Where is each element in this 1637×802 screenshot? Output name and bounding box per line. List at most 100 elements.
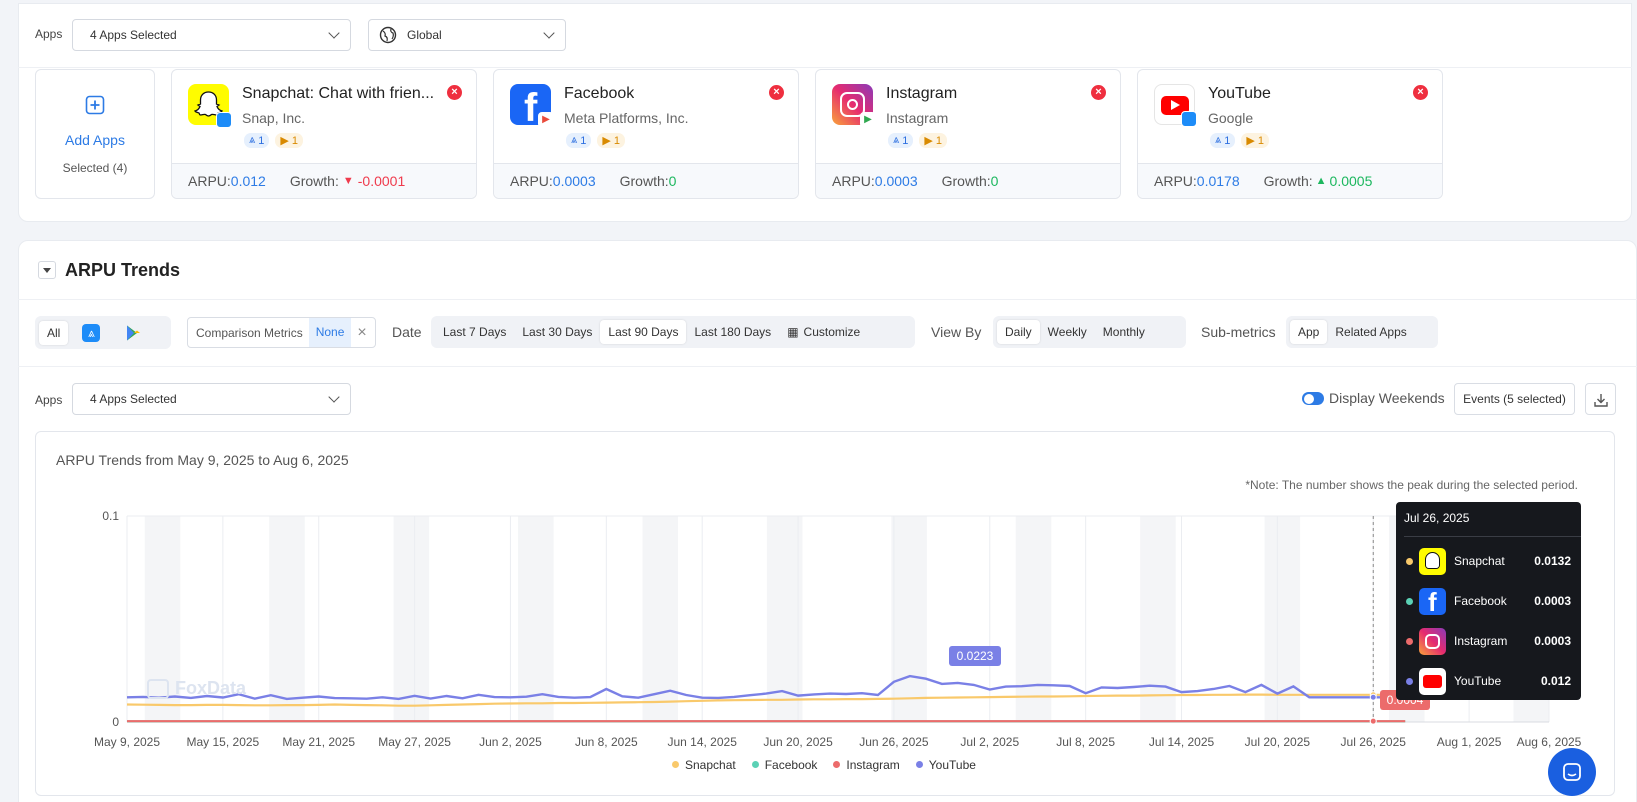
app-card-snapchat[interactable]: Snapchat: Chat with frien... × Snap, Inc… <box>171 69 477 199</box>
google-play-icon: ▶ <box>924 135 933 147</box>
x-tick-label: Jun 26, 2025 <box>859 735 929 749</box>
region-select[interactable]: Global <box>368 19 566 51</box>
x-tick-label: May 27, 2025 <box>378 735 451 749</box>
x-tick-label: Aug 6, 2025 <box>1517 735 1582 749</box>
app-card-youtube[interactable]: YouTube × Google ⩓ 1 ▶ 1 ARPU: 0.0178 Grow… <box>1137 69 1443 199</box>
legend-item-instagram[interactable]: Instagram <box>833 758 900 772</box>
google-play-count-badge: ▶ 1 <box>1241 133 1269 148</box>
weekend-band <box>766 516 803 722</box>
apps-filter-label: Apps <box>35 27 63 41</box>
app-metrics: ARPU: 0.0003 Growth: 0 <box>494 163 798 198</box>
add-apps-label: Add Apps <box>65 132 125 148</box>
collapse-toggle[interactable] <box>38 261 56 279</box>
tooltip-date: Jul 26, 2025 <box>1404 511 1470 525</box>
x-tick-label: Jun 2, 2025 <box>479 735 542 749</box>
app-publisher: Snap, Inc. <box>242 110 306 126</box>
view-by-option[interactable]: Monthly <box>1102 325 1145 339</box>
remove-app-icon[interactable]: × <box>1413 85 1428 100</box>
download-icon <box>1594 394 1608 407</box>
add-apps-button[interactable]: Add Apps Selected (4) <box>35 69 155 199</box>
sub-metrics-option[interactable]: Related Apps <box>1335 325 1407 339</box>
customize-date-button[interactable]: ▦ Customize <box>779 320 868 344</box>
comparison-metrics-filter[interactable]: Comparison Metrics None × <box>187 317 376 348</box>
peak-value-label: 0.0223 <box>949 646 1001 666</box>
youtube-app-icon <box>1154 84 1197 127</box>
facebook-app-icon: f <box>1419 587 1446 615</box>
app-store-icon: ⩓ <box>1215 134 1222 146</box>
app-metrics: ARPU: 0.0178 Growth: ▲ 0.0005 <box>1138 163 1442 198</box>
google-play-count-badge: ▶ 1 <box>597 133 625 148</box>
growth-value: 0 <box>668 173 677 189</box>
legend-item-snapchat[interactable]: Snapchat <box>672 758 736 772</box>
remove-app-icon[interactable]: × <box>769 85 784 100</box>
app-card-facebook[interactable]: f ▶ Facebook × Meta Platforms, Inc. ⩓ 1 ▶… <box>493 69 799 199</box>
google-play-filter-icon[interactable] <box>124 324 142 342</box>
app-metrics: ARPU: 0.0003 Growth: 0 <box>816 163 1120 198</box>
chat-icon <box>1563 763 1581 781</box>
app-store-filter-button[interactable]: ⩓ <box>82 323 101 342</box>
google-play-icon: ▶ <box>1246 135 1255 147</box>
platform-all-button[interactable]: All <box>39 320 69 345</box>
divider <box>18 299 1637 300</box>
apps-select[interactable]: 4 Apps Selected <box>72 19 351 51</box>
chart-title: ARPU Trends from May 9, 2025 to Aug 6, 2… <box>56 452 349 468</box>
comparison-value[interactable]: None <box>308 318 352 347</box>
arpu-label: ARPU: <box>832 173 875 189</box>
arpu-value: 0.012 <box>230 173 266 189</box>
weekend-band <box>1015 516 1052 722</box>
x-tick-label: Jun 14, 2025 <box>667 735 737 749</box>
calendar-icon: ▦ <box>787 325 799 339</box>
x-tick-label: May 9, 2025 <box>94 735 160 749</box>
comparison-label: Comparison Metrics <box>196 325 303 340</box>
date-option-active[interactable]: Last 90 Days <box>600 320 687 344</box>
chart-tooltip: Jul 26, 2025 Snapchat 0.0132 f Facebook … <box>1396 502 1581 700</box>
chart-apps-select[interactable]: 4 Apps Selected <box>72 383 351 415</box>
date-option[interactable]: Last 7 Days <box>443 325 507 339</box>
arpu-value: 0.0178 <box>1196 173 1240 189</box>
platform-filter: All ⩓ <box>35 316 171 349</box>
app-card-instagram[interactable]: ▶ Instagram × Instagram ⩓ 1 ▶ 1 ARPU: 0.00… <box>815 69 1121 199</box>
google-play-count-badge: ▶ 1 <box>919 133 947 148</box>
app-publisher: Instagram <box>886 110 949 126</box>
legend-item-youtube[interactable]: YouTube <box>915 758 976 772</box>
x-tick-label: May 21, 2025 <box>282 735 355 749</box>
view-by-option[interactable]: Weekly <box>1047 325 1087 339</box>
chart-note: *Note: The number shows the peak during … <box>1245 478 1578 492</box>
weekend-band <box>642 516 679 722</box>
divider <box>18 366 1637 367</box>
growth-label: Growth: <box>289 173 339 189</box>
tooltip-row-youtube: YouTube 0.012 <box>1406 666 1571 696</box>
x-tick-label: Aug 1, 2025 <box>1437 735 1502 749</box>
date-option[interactable]: Last 30 Days <box>522 325 593 339</box>
section-title: ARPU Trends <box>65 260 181 280</box>
remove-app-icon[interactable]: × <box>447 85 462 100</box>
x-tick-label: Jul 20, 2025 <box>1245 735 1311 749</box>
app-publisher: Meta Platforms, Inc. <box>564 110 689 126</box>
events-button[interactable]: Events (5 selected) <box>1454 383 1575 415</box>
selected-count: Selected (4) <box>62 161 128 175</box>
snapchat-app-icon <box>188 84 232 128</box>
x-tick-label: Jul 2, 2025 <box>960 735 1019 749</box>
arpu-label: ARPU: <box>1154 173 1197 189</box>
growth-label: Growth: <box>941 173 991 189</box>
view-by-option-active[interactable]: Daily <box>997 320 1040 344</box>
sub-metrics-option-active[interactable]: App <box>1290 320 1328 344</box>
remove-app-icon[interactable]: × <box>1091 85 1106 100</box>
x-tick-label: Jul 14, 2025 <box>1149 735 1215 749</box>
date-option[interactable]: Last 180 Days <box>694 325 772 339</box>
app-publisher: Google <box>1208 110 1254 126</box>
x-tick-label: Jun 8, 2025 <box>575 735 638 749</box>
display-weekends-label: Display Weekends <box>1329 390 1445 406</box>
legend-item-facebook[interactable]: Facebook <box>751 758 817 772</box>
download-button[interactable] <box>1585 383 1616 415</box>
chart-apps-select-value: 4 Apps Selected <box>90 392 177 406</box>
google-play-icon: ▶ <box>280 135 289 147</box>
instagram-app-icon <box>1419 627 1446 655</box>
close-icon[interactable]: × <box>357 323 367 341</box>
display-weekends-toggle[interactable] <box>1302 392 1324 405</box>
view-by-filter: Daily Weekly Monthly <box>993 316 1186 348</box>
chat-support-button[interactable] <box>1548 748 1596 796</box>
app-store-icon: ⩓ <box>571 134 578 146</box>
growth-value: 0 <box>990 173 999 189</box>
